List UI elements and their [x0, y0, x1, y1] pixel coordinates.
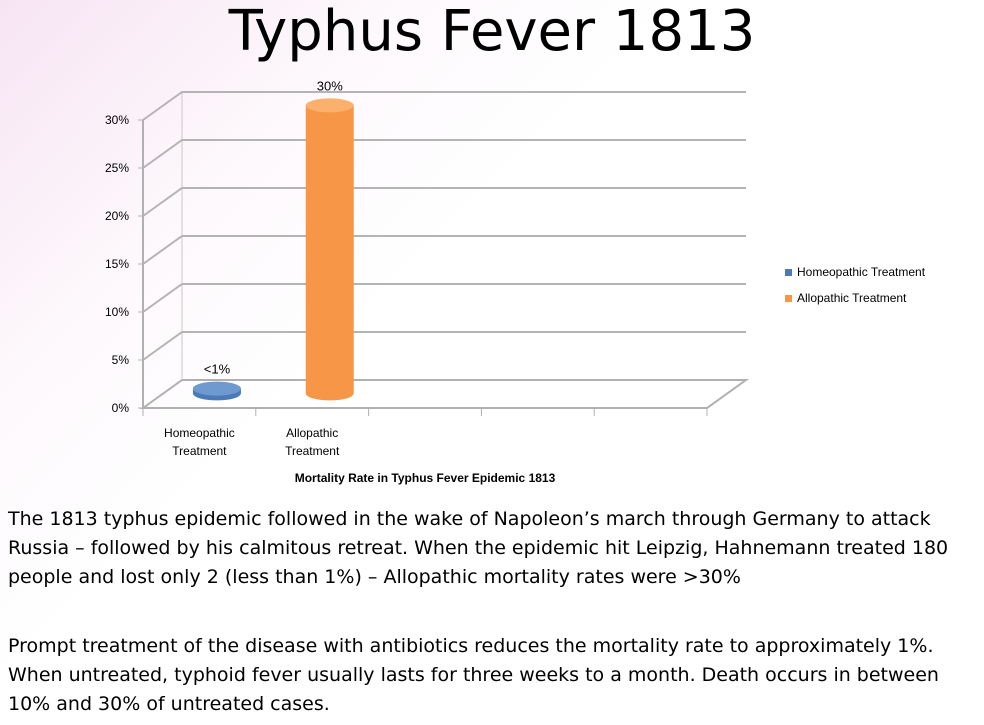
x-axis-title: Mortality Rate in Typhus Fever Epidemic …	[295, 471, 556, 485]
legend-entry: Allopathic Treatment	[797, 291, 907, 305]
x-tick-label: Homeopathic	[164, 426, 235, 440]
gridline	[142, 91, 746, 121]
y-tick-label: 30%	[105, 113, 129, 127]
gridline	[142, 235, 746, 265]
gridline	[142, 331, 746, 361]
x-tick-label: Treatment	[285, 444, 340, 458]
slide-title: Typhus Fever 1813	[228, 0, 756, 64]
chart-bars	[192, 98, 354, 401]
legend-swatch	[785, 295, 792, 302]
gridline	[142, 187, 746, 217]
bar-top	[305, 98, 354, 113]
data-label: 30%	[317, 78, 343, 93]
gridline	[142, 283, 746, 313]
y-tick-label: 5%	[112, 353, 130, 367]
bar	[192, 381, 241, 401]
y-tick-label: 10%	[105, 305, 129, 319]
y-tick-label: 25%	[105, 161, 129, 175]
data-label: <1%	[204, 362, 231, 377]
gridline	[142, 139, 746, 169]
bar-top	[192, 381, 241, 396]
paragraph-antibiotic-treatment: Prompt treatment of the disease with ant…	[8, 635, 939, 715]
chart-legend: Homeopathic Treatment Allopathic Treatmen…	[785, 265, 926, 305]
y-tick-label: 20%	[105, 209, 129, 223]
data-labels: <1% 30%	[204, 78, 343, 376]
legend-swatch	[785, 269, 792, 276]
paragraph-napoleon-epidemic: The 1813 typhus epidemic followed in the…	[8, 508, 949, 588]
bar	[305, 98, 354, 401]
y-tick-label: 0%	[112, 401, 130, 415]
x-axis-ticks	[142, 408, 708, 416]
mortality-chart: 0% 5% 10% 15% 20% 25% 30% <1% 30% Homeopathic Tr…	[105, 78, 926, 485]
legend-entry: Homeopathic Treatment	[797, 265, 926, 279]
y-axis-ticks: 0% 5% 10% 15% 20% 25% 30%	[105, 113, 143, 415]
x-axis-labels: Homeopathic Treatment Allopathic Treatment	[164, 426, 340, 458]
x-tick-label: Allopathic	[286, 426, 338, 440]
bar-body	[305, 105, 354, 401]
chart-floor	[139, 379, 750, 409]
y-tick-label: 15%	[105, 257, 129, 271]
chart-gridlines	[142, 91, 746, 361]
x-tick-label: Treatment	[172, 444, 227, 458]
